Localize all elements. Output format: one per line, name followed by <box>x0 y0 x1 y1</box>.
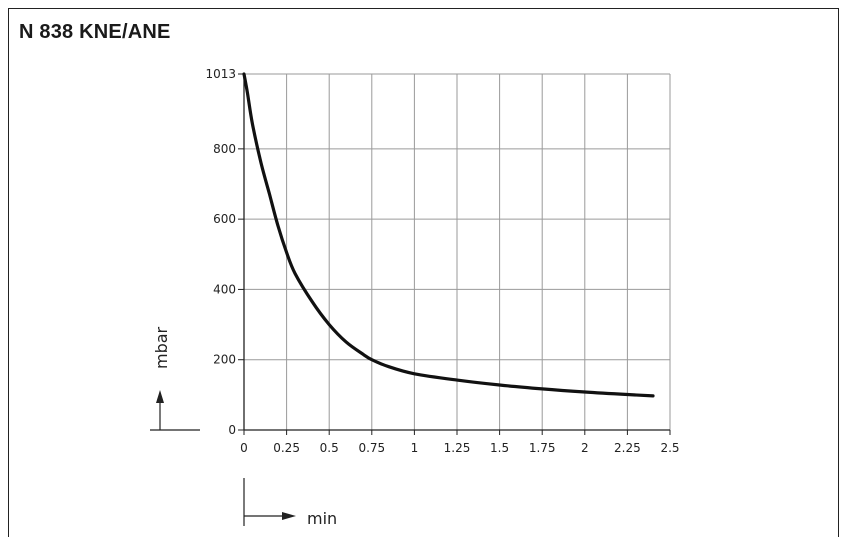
grid <box>244 73 671 430</box>
x-tick-label: 2 <box>581 441 589 455</box>
y-tick-label: 600 <box>213 212 236 226</box>
axes <box>238 73 671 435</box>
y-axis-label: mbar <box>152 326 171 369</box>
x-tick-label: 0 <box>240 441 248 455</box>
chart-frame <box>8 8 839 537</box>
y-tick-label: 400 <box>213 282 236 296</box>
x-tick-label: 1 <box>411 441 419 455</box>
y-tick-label: 0 <box>228 423 236 437</box>
x-tick-label: 0.5 <box>320 441 339 455</box>
y-tick-label: 800 <box>213 142 236 156</box>
x-tick-label: 2.5 <box>660 441 679 455</box>
y-tick-label: 200 <box>213 353 236 367</box>
series-line <box>242 72 655 398</box>
axis-labels: mbar min <box>152 326 337 528</box>
y-arrow-head <box>156 390 164 403</box>
x-tick-label: 0.75 <box>358 441 385 455</box>
tick-labels: 0 200 400 600 800 1013 0 0.25 0.5 0.75 1 1.25 1.5 1.7… <box>205 67 679 455</box>
axis-arrows <box>150 390 296 526</box>
x-tick-label: 0.25 <box>273 441 300 455</box>
series-layer <box>242 72 655 398</box>
x-tick-label: 2.25 <box>614 441 641 455</box>
x-arrow-head <box>282 512 296 520</box>
x-axis-label: min <box>307 509 337 528</box>
x-tick-label: 1.75 <box>529 441 556 455</box>
chart-title: N 838 KNE/ANE <box>19 21 171 43</box>
x-tick-label: 1.5 <box>490 441 509 455</box>
y-tick-label: 1013 <box>205 67 236 81</box>
x-tick-label: 1.25 <box>444 441 471 455</box>
